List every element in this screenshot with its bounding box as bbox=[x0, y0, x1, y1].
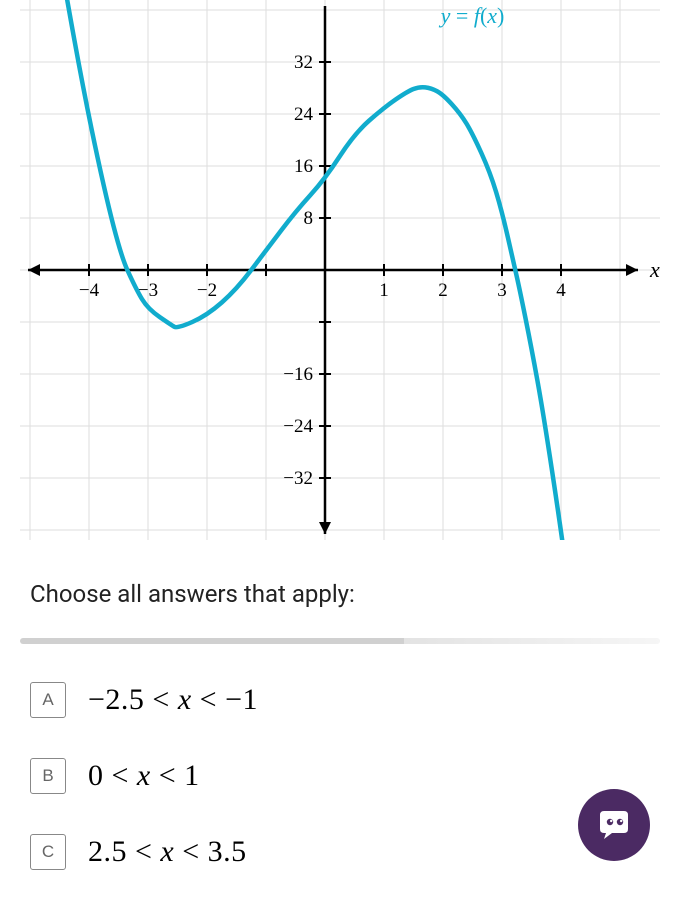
svg-text:32: 32 bbox=[294, 52, 313, 73]
svg-text:8: 8 bbox=[304, 208, 314, 229]
answer-choice-a[interactable]: A −2.5 < x < −1 bbox=[30, 682, 650, 718]
answer-choices: A −2.5 < x < −1 B 0 < x < 1 C 2.5 < x < 3.5 bbox=[30, 682, 650, 870]
function-graph: −4−3−21234−32−24−168162432xy = f(x) bbox=[20, 0, 660, 540]
svg-text:16: 16 bbox=[294, 156, 313, 177]
svg-text:−2: −2 bbox=[197, 280, 217, 301]
separator bbox=[20, 638, 660, 644]
svg-text:24: 24 bbox=[294, 104, 314, 125]
svg-text:−16: −16 bbox=[283, 364, 313, 385]
chart-svg: −4−3−21234−32−24−168162432xy = f(x) bbox=[20, 0, 660, 540]
answer-choice-c[interactable]: C 2.5 < x < 3.5 bbox=[30, 834, 650, 870]
svg-text:−32: −32 bbox=[283, 468, 313, 489]
svg-text:3: 3 bbox=[497, 280, 507, 301]
choice-expression: 2.5 < x < 3.5 bbox=[88, 835, 247, 869]
svg-text:4: 4 bbox=[556, 280, 566, 301]
svg-text:2: 2 bbox=[438, 280, 448, 301]
svg-text:1: 1 bbox=[379, 280, 389, 301]
question-prompt: Choose all answers that apply: bbox=[30, 580, 660, 608]
svg-text:−4: −4 bbox=[79, 280, 100, 301]
choice-expression: −2.5 < x < −1 bbox=[88, 683, 258, 717]
svg-text:−24: −24 bbox=[283, 416, 313, 437]
help-button[interactable] bbox=[578, 789, 650, 861]
choice-checkbox[interactable]: C bbox=[30, 834, 66, 870]
svg-text:x: x bbox=[649, 257, 660, 282]
choice-expression: 0 < x < 1 bbox=[88, 759, 200, 793]
answer-choice-b[interactable]: B 0 < x < 1 bbox=[30, 758, 650, 794]
chat-icon bbox=[594, 805, 634, 845]
svg-text:y = f(x): y = f(x) bbox=[439, 3, 505, 28]
choice-checkbox[interactable]: A bbox=[30, 682, 66, 718]
choice-checkbox[interactable]: B bbox=[30, 758, 66, 794]
